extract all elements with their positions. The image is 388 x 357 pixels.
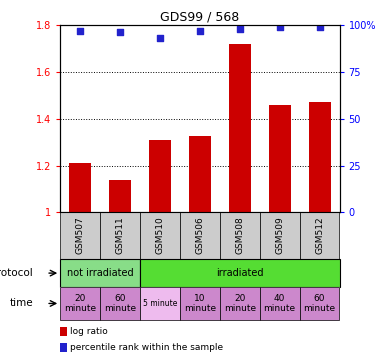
Bar bbox=[180, 212, 220, 259]
Text: 5 minute: 5 minute bbox=[143, 299, 177, 308]
Point bbox=[157, 35, 163, 41]
Bar bbox=[60, 287, 100, 320]
Bar bbox=[149, 140, 171, 212]
Point bbox=[197, 28, 203, 34]
Text: protocol: protocol bbox=[0, 268, 33, 278]
Text: 20
minute: 20 minute bbox=[223, 294, 256, 313]
Point bbox=[277, 24, 283, 30]
Text: GSM510: GSM510 bbox=[156, 217, 165, 255]
Text: percentile rank within the sample: percentile rank within the sample bbox=[70, 343, 223, 352]
Text: GSM511: GSM511 bbox=[116, 217, 125, 255]
Bar bbox=[69, 163, 91, 212]
Bar bbox=[60, 212, 100, 259]
Text: GSM507: GSM507 bbox=[76, 217, 85, 255]
Title: GDS99 / 568: GDS99 / 568 bbox=[160, 11, 239, 24]
Bar bbox=[300, 212, 340, 259]
Text: GSM506: GSM506 bbox=[195, 217, 204, 255]
Text: log ratio: log ratio bbox=[70, 327, 107, 336]
Text: 40
minute: 40 minute bbox=[263, 294, 296, 313]
Bar bbox=[189, 136, 211, 212]
Bar bbox=[60, 259, 140, 287]
Bar bbox=[268, 105, 291, 212]
Bar bbox=[229, 44, 251, 212]
Bar bbox=[140, 287, 180, 320]
Text: 60
minute: 60 minute bbox=[104, 294, 136, 313]
Bar bbox=[180, 287, 220, 320]
Bar bbox=[260, 212, 300, 259]
Bar bbox=[100, 212, 140, 259]
Point bbox=[77, 28, 83, 34]
Point bbox=[237, 26, 243, 31]
Text: GSM508: GSM508 bbox=[235, 217, 244, 255]
Text: 10
minute: 10 minute bbox=[184, 294, 216, 313]
Bar bbox=[140, 212, 180, 259]
Bar bbox=[260, 287, 300, 320]
Text: GSM509: GSM509 bbox=[275, 217, 284, 255]
Bar bbox=[308, 102, 331, 212]
Text: not irradiated: not irradiated bbox=[67, 268, 133, 278]
Bar bbox=[140, 259, 340, 287]
Text: irradiated: irradiated bbox=[216, 268, 263, 278]
Bar bbox=[109, 180, 131, 212]
Text: GSM512: GSM512 bbox=[315, 217, 324, 255]
Bar bbox=[100, 287, 140, 320]
Bar bbox=[220, 212, 260, 259]
Bar bbox=[300, 287, 340, 320]
Text: time: time bbox=[9, 298, 33, 308]
Text: 20
minute: 20 minute bbox=[64, 294, 96, 313]
Text: 60
minute: 60 minute bbox=[303, 294, 336, 313]
Point bbox=[317, 24, 323, 30]
Point bbox=[117, 30, 123, 35]
Bar bbox=[220, 287, 260, 320]
